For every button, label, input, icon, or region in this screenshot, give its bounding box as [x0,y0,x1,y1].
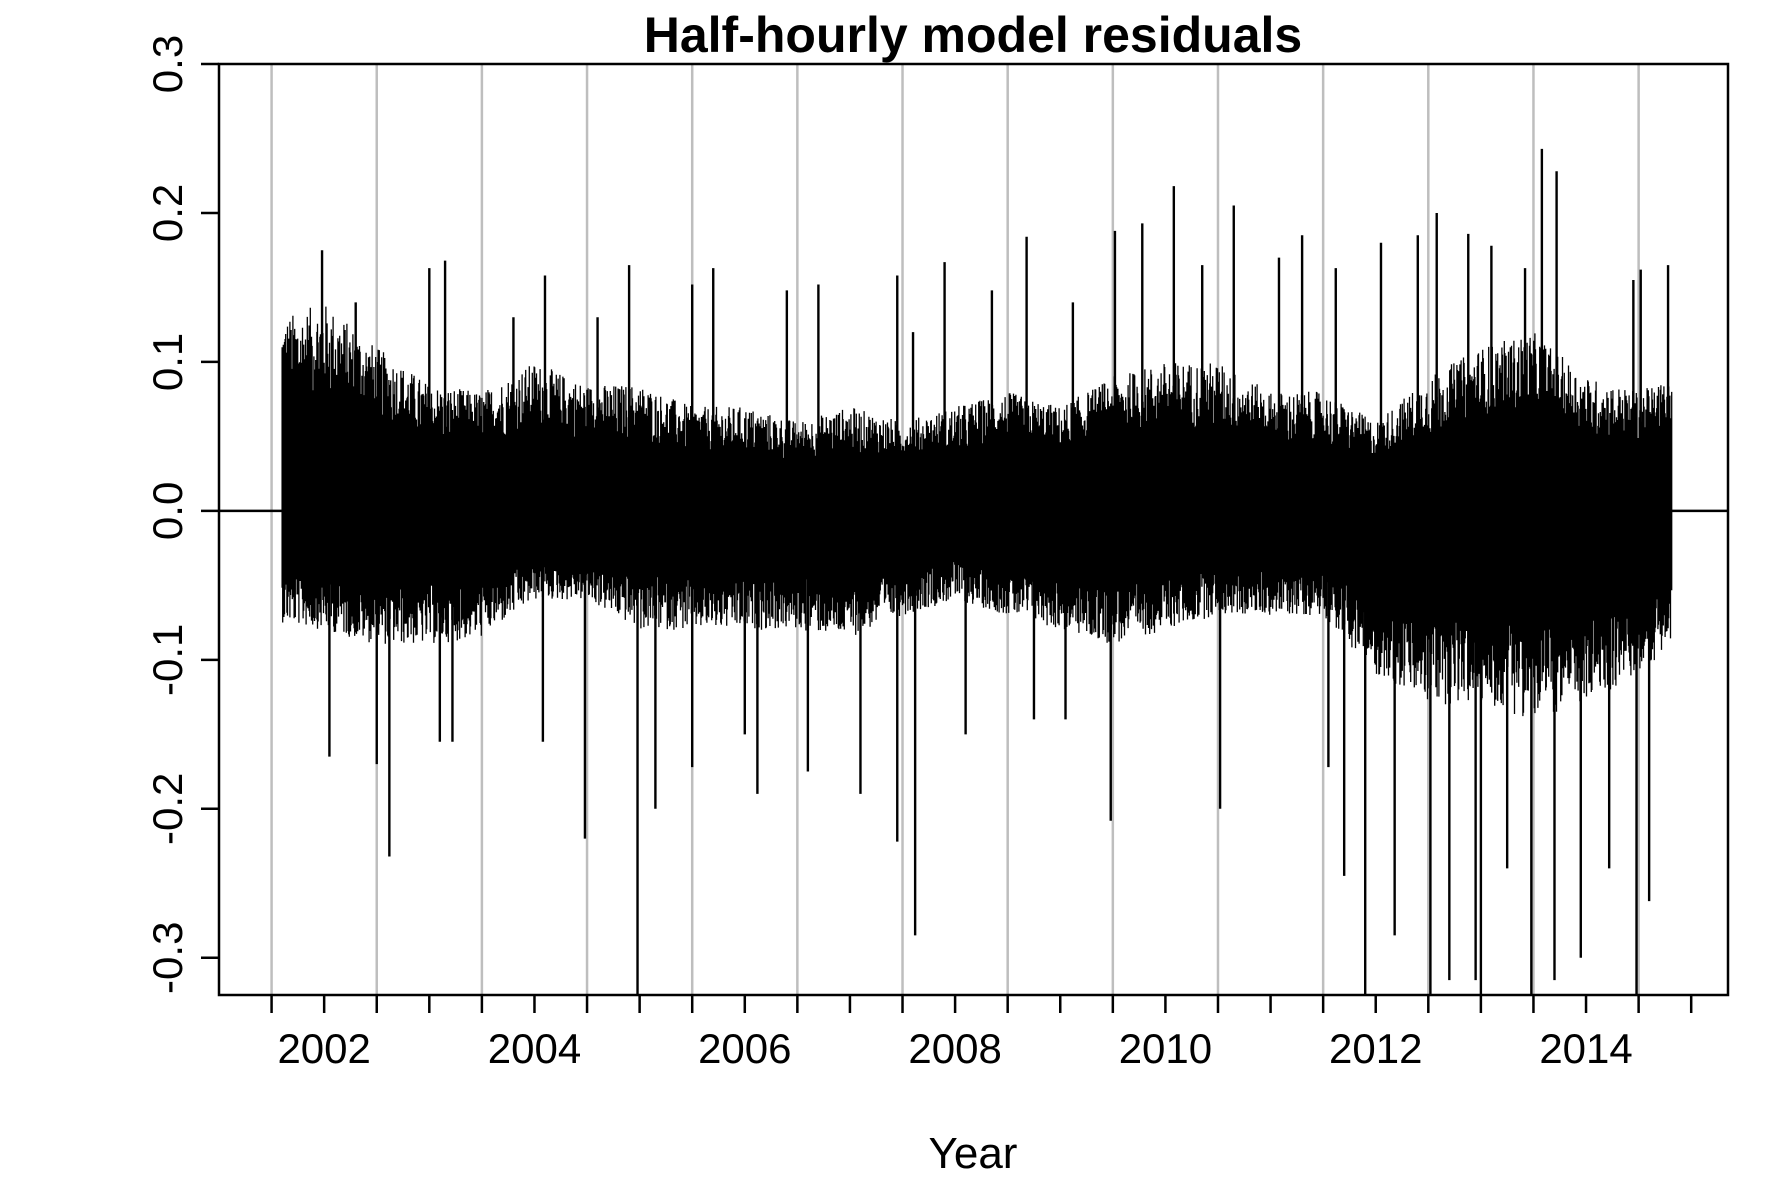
residual-series [281,148,1673,995]
x-tick-label: 2006 [698,1025,791,1072]
chart-title: Half-hourly model residuals [644,7,1302,63]
x-tick-label: 2014 [1539,1025,1632,1072]
y-tick-label: 0.0 [144,482,191,540]
y-tick-label: 0.2 [144,184,191,242]
y-tick-label: 0.3 [144,35,191,93]
y-tick-label: -0.1 [144,624,191,696]
plot-area-border [217,62,1730,997]
x-tick-label: 2010 [1119,1025,1212,1072]
x-tick-label: 2004 [488,1025,581,1072]
y-tick-label: -0.2 [144,773,191,845]
x-axis-label: Year [929,1129,1018,1178]
x-tick-label: 2002 [277,1025,370,1072]
y-axis: -0.3 -0.2 -0.1 0.0 0.1 0.2 0.3 [144,35,219,994]
x-axis: 2002 2004 2006 2008 2010 2012 2014 [270,995,1693,1072]
x-tick-label: 2012 [1329,1025,1422,1072]
y-tick-label: 0.1 [144,333,191,391]
x-tick-label: 2008 [908,1025,1001,1072]
y-tick-label: -0.3 [144,922,191,994]
